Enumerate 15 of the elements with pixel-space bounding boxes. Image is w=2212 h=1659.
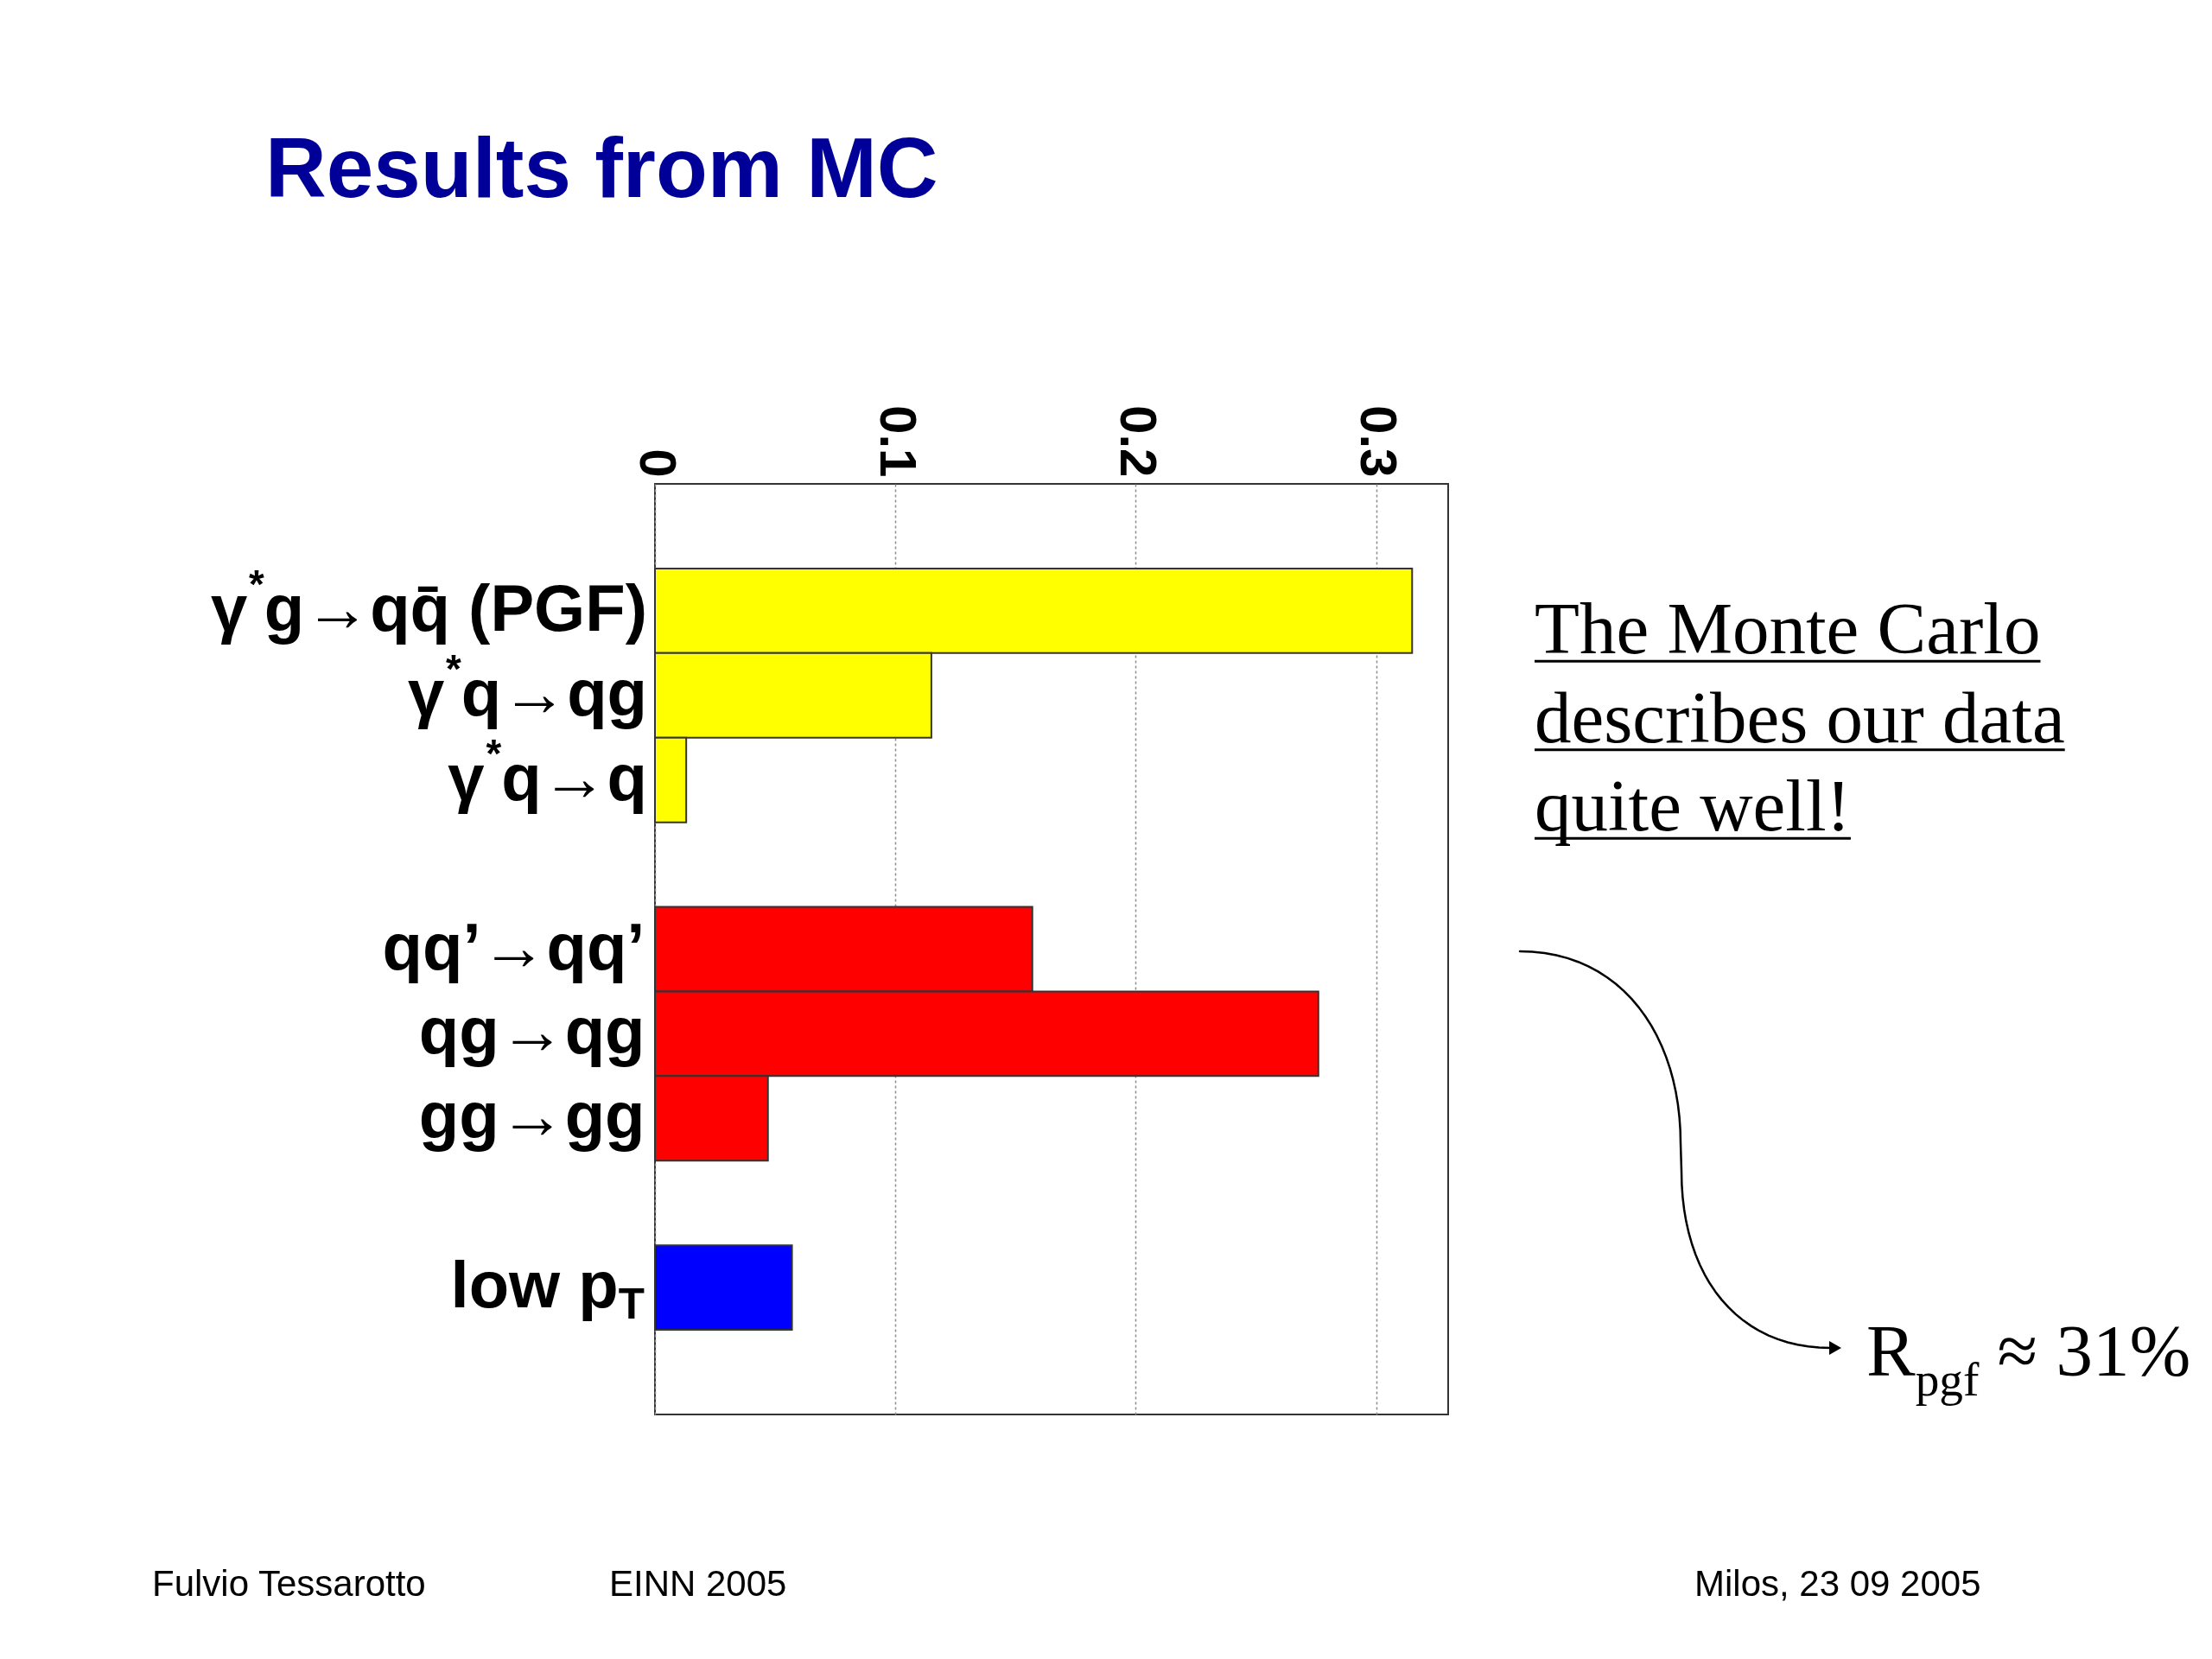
x-tick-label: 0.1 <box>868 405 927 478</box>
text: The Monte Carlo describes our data quite well! <box>1535 588 2065 846</box>
chart-title: Results from MC <box>265 119 938 215</box>
x-tick-label: 0.3 <box>1350 405 1408 478</box>
y-tick-label: γ*q→qg <box>407 646 648 729</box>
x-tick-label: 0.2 <box>1109 405 1167 478</box>
y-tick-label: qq’→qq’ <box>382 909 645 983</box>
y-tick-label: gg→gg <box>418 1078 645 1153</box>
y-tick-label: γ*q→q <box>448 731 648 814</box>
x-tick-label: 0 <box>628 448 687 478</box>
y-tick-label: qg→qg <box>418 994 645 1068</box>
text: Fulvio Tessarotto <box>152 1563 426 1604</box>
text: Milos, 23 09 2005 <box>1694 1563 1981 1604</box>
text: EINN 2005 <box>609 1563 787 1604</box>
y-tick-label: γ*g→qq̄ (PGF) <box>210 562 647 645</box>
